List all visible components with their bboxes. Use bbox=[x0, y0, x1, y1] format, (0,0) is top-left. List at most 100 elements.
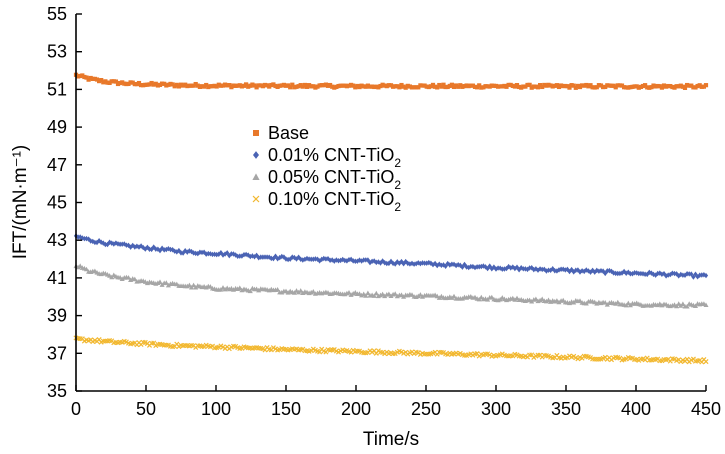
legend-label: 0.10% CNT-TiO2 bbox=[268, 189, 401, 214]
data-point bbox=[613, 301, 619, 306]
data-point bbox=[90, 76, 95, 81]
data-point bbox=[626, 269, 631, 275]
data-point bbox=[542, 266, 547, 273]
data-point bbox=[111, 79, 116, 84]
data-point bbox=[380, 258, 385, 264]
data-point bbox=[125, 275, 132, 280]
data-point bbox=[691, 274, 696, 280]
data-point bbox=[372, 258, 377, 264]
data-point bbox=[147, 246, 152, 252]
data-point bbox=[659, 271, 664, 277]
data-point bbox=[99, 78, 104, 83]
data-point bbox=[687, 83, 692, 88]
y-tick-label: 53 bbox=[47, 42, 67, 62]
data-point bbox=[416, 260, 421, 266]
data-point bbox=[286, 256, 291, 263]
data-point bbox=[397, 85, 402, 90]
data-point bbox=[247, 288, 253, 294]
data-point bbox=[648, 303, 654, 308]
data-point bbox=[361, 257, 366, 263]
data-point bbox=[676, 301, 682, 306]
data-point bbox=[523, 266, 528, 272]
data-point bbox=[437, 261, 442, 267]
data-point bbox=[521, 266, 526, 272]
data-point bbox=[237, 253, 242, 259]
data-point bbox=[489, 294, 495, 300]
data-point bbox=[449, 261, 454, 267]
data-point bbox=[344, 258, 349, 264]
data-point bbox=[655, 83, 660, 89]
data-point bbox=[208, 251, 213, 257]
data-point bbox=[248, 83, 253, 88]
y-tick-label: 51 bbox=[47, 79, 67, 99]
data-point bbox=[475, 264, 480, 270]
data-point bbox=[703, 359, 709, 365]
y-tick-label: 41 bbox=[47, 268, 67, 288]
data-point bbox=[163, 280, 169, 285]
legend-label-main: 0.05% CNT-TiO bbox=[268, 167, 394, 187]
data-point bbox=[422, 260, 427, 266]
data-point bbox=[426, 259, 431, 266]
data-point bbox=[668, 271, 673, 278]
data-point bbox=[607, 267, 612, 274]
data-point bbox=[695, 274, 700, 280]
data-point bbox=[653, 272, 658, 278]
data-point bbox=[307, 256, 312, 262]
data-point bbox=[682, 85, 688, 90]
data-point bbox=[239, 253, 244, 259]
data-point bbox=[86, 236, 91, 242]
data-point bbox=[643, 271, 648, 277]
data-point bbox=[598, 267, 604, 274]
data-point bbox=[682, 272, 688, 278]
data-point bbox=[510, 264, 515, 270]
data-point bbox=[92, 239, 97, 246]
x-tick-label: 50 bbox=[136, 399, 156, 419]
data-point bbox=[269, 255, 274, 262]
data-point bbox=[132, 276, 138, 282]
data-point bbox=[199, 249, 205, 256]
data-point bbox=[132, 82, 137, 87]
series-3 bbox=[73, 335, 709, 365]
data-point bbox=[267, 254, 272, 260]
data-point bbox=[265, 254, 270, 260]
data-point bbox=[107, 239, 112, 245]
data-point bbox=[676, 84, 681, 89]
data-point bbox=[298, 288, 304, 293]
data-point bbox=[451, 293, 457, 299]
legend-label-subscript: 2 bbox=[394, 178, 401, 192]
data-point bbox=[449, 295, 455, 300]
data-point bbox=[164, 83, 169, 88]
data-point bbox=[363, 293, 369, 298]
series-0 bbox=[73, 72, 709, 90]
data-point bbox=[342, 257, 347, 264]
data-point bbox=[496, 265, 501, 271]
data-point bbox=[258, 254, 263, 260]
data-point bbox=[405, 260, 410, 267]
data-point bbox=[674, 271, 679, 277]
data-point bbox=[531, 266, 536, 273]
data-point bbox=[443, 263, 448, 269]
data-point bbox=[435, 85, 440, 90]
data-point bbox=[441, 82, 446, 87]
data-point bbox=[543, 298, 549, 304]
data-point bbox=[436, 295, 442, 300]
data-point bbox=[239, 287, 245, 293]
data-point bbox=[186, 282, 192, 288]
x-axis-title: Time/s bbox=[363, 429, 419, 450]
data-point bbox=[651, 271, 656, 278]
data-point bbox=[254, 252, 259, 259]
data-point bbox=[143, 82, 148, 87]
data-point bbox=[512, 265, 517, 272]
data-point bbox=[191, 282, 197, 288]
data-point bbox=[609, 268, 614, 275]
data-point bbox=[424, 260, 429, 266]
legend-marker bbox=[252, 173, 260, 180]
data-point bbox=[624, 270, 629, 276]
data-point bbox=[559, 266, 564, 272]
data-point bbox=[279, 253, 284, 260]
data-point bbox=[122, 81, 127, 86]
legend-label: 0.05% CNT-TiO2 bbox=[268, 167, 401, 192]
data-point bbox=[481, 263, 486, 269]
data-point bbox=[80, 73, 85, 78]
data-point bbox=[165, 282, 171, 288]
